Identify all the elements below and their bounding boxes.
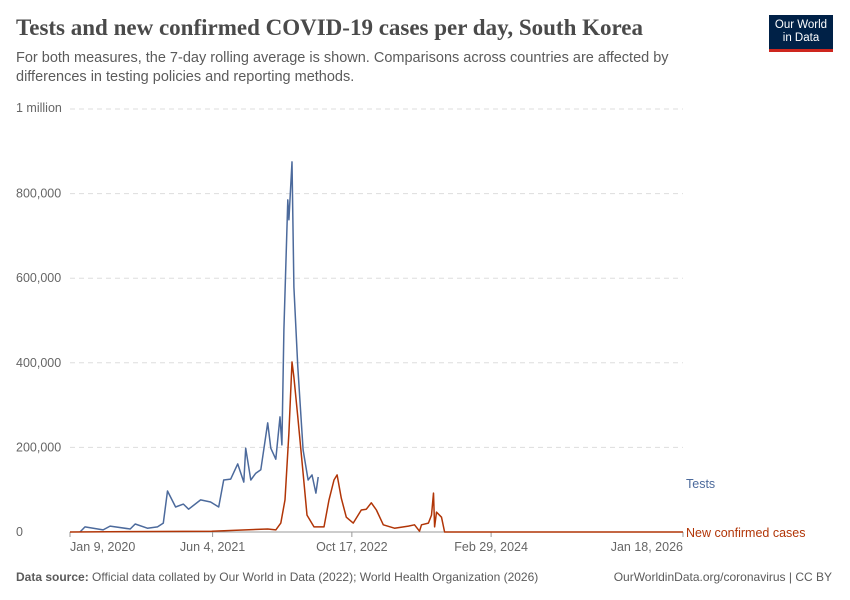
chart-header: Tests and new confirmed COVID-19 cases p… bbox=[16, 13, 756, 87]
x-tick-label: Feb 29, 2024 bbox=[454, 540, 528, 554]
series-label: New confirmed cases bbox=[686, 526, 806, 540]
x-tick-label: Jan 18, 2026 bbox=[611, 540, 683, 554]
y-tick-label: 400,000 bbox=[16, 356, 61, 370]
x-tick-label: Oct 17, 2022 bbox=[316, 540, 388, 554]
y-tick-label: 600,000 bbox=[16, 271, 61, 285]
line-chart: 0 200,000 400,000 600,000 800,000 1 million Ja… bbox=[16, 101, 806, 554]
x-tick-label: Jan 9, 2020 bbox=[70, 540, 135, 554]
data-source: Data source: Official data collated by O… bbox=[16, 570, 538, 585]
series-line-new-confirmed-cases bbox=[69, 361, 683, 533]
owid-logo[interactable]: Our World in Data bbox=[769, 15, 833, 52]
source-label: Data source: bbox=[16, 570, 89, 584]
chart-subtitle: For both measures, the 7-day rolling ave… bbox=[16, 50, 669, 85]
footer-link[interactable]: OurWorldinData.org/coronavirus | CC BY bbox=[613, 570, 832, 584]
chart-title: Tests and new confirmed COVID-19 cases p… bbox=[16, 15, 643, 40]
x-tick-label: Jun 4, 2021 bbox=[180, 540, 245, 554]
footer: Data source: Official data collated by O… bbox=[16, 570, 832, 585]
series-line-tests bbox=[79, 161, 319, 533]
y-tick-label: 200,000 bbox=[16, 440, 61, 454]
y-tick-label: 800,000 bbox=[16, 187, 61, 201]
series-label: Tests bbox=[686, 477, 715, 491]
y-tick-label: 1 million bbox=[16, 101, 62, 115]
source-text: Official data collated by Our World in D… bbox=[92, 570, 539, 584]
y-tick-label: 0 bbox=[16, 525, 23, 539]
